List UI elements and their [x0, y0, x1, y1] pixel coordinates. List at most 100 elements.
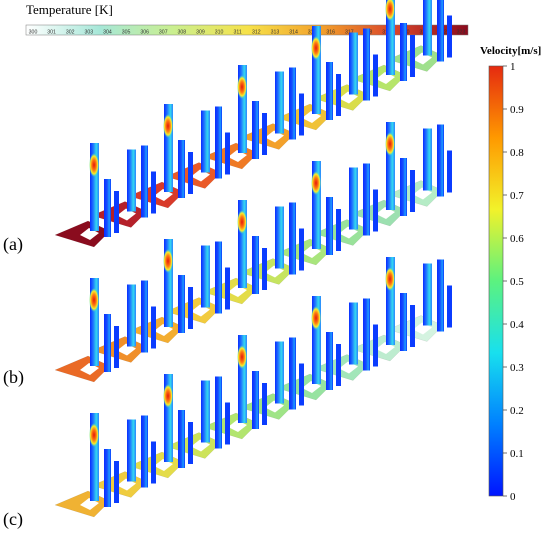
fin-hot-spot [237, 210, 247, 234]
fin-velocity-slice [252, 236, 259, 294]
fin-hot-spot [163, 114, 173, 138]
fin-velocity-slice [215, 376, 222, 449]
panel-label-a: (a) [3, 234, 23, 255]
fin-velocity-slice [201, 110, 210, 173]
fin-velocity-slice [104, 179, 111, 237]
fin-velocity-slice [225, 267, 230, 310]
fin-velocity-slice [400, 158, 407, 216]
fin-velocity-slice [201, 245, 210, 308]
fin-velocity-slice [188, 422, 193, 464]
fin-velocity-slice [90, 413, 99, 501]
fin-velocity-slice [400, 293, 407, 351]
fin-velocity-slice [386, 257, 395, 345]
fin-velocity-slice [437, 259, 444, 332]
fin-velocity-slice [262, 383, 267, 425]
velocity-tick-label: 0.3 [510, 362, 524, 374]
fin-velocity-slice [336, 74, 341, 116]
fin-hot-spot [311, 306, 321, 330]
fin-velocity-slice [373, 189, 378, 232]
fin-velocity-slice [275, 71, 284, 134]
fin-velocity-slice [164, 239, 173, 327]
velocity-tick-label: 0.5 [510, 276, 524, 288]
temperature-tick-label: 312 [252, 30, 261, 36]
fin-velocity-slice [423, 263, 432, 326]
panel-label-c: (c) [3, 509, 23, 530]
fin-velocity-slice [188, 287, 193, 329]
velocity-tick-label: 0.2 [510, 405, 524, 417]
fin-velocity-slice [262, 113, 267, 155]
temperature-tick-label: 306 [140, 30, 149, 36]
fin-velocity-slice [299, 93, 304, 136]
temperature-tick-label: 316 [326, 30, 335, 36]
fin-velocity-slice [114, 191, 119, 233]
fin-velocity-slice [299, 363, 304, 406]
velocity-legend-title: Velocity[m/s] [480, 45, 541, 57]
fin-velocity-slice [225, 132, 230, 175]
temperature-tick-label: 313 [271, 30, 280, 36]
velocity-tick-label: 0.1 [510, 448, 524, 460]
fin-velocity-slice [238, 200, 247, 288]
fin-velocity-slice [262, 248, 267, 290]
fin-velocity-slice [164, 374, 173, 462]
fin-velocity-slice [252, 371, 259, 429]
fin-velocity-slice [289, 337, 296, 410]
fin-velocity-slice [104, 314, 111, 372]
fin-velocity-slice [127, 149, 136, 212]
fin-velocity-slice [373, 324, 378, 367]
fin-velocity-slice [423, 0, 432, 56]
fin-velocity-slice [336, 209, 341, 251]
temperature-tick-label: 308 [178, 30, 187, 36]
fin-velocity-slice [400, 23, 407, 81]
fin-velocity-slice [447, 150, 452, 193]
fin-velocity-slice [225, 402, 230, 445]
fin-hot-spot [311, 36, 321, 60]
fin-velocity-slice [386, 122, 395, 210]
fin-hot-spot [385, 267, 395, 291]
fin-velocity-slice [275, 341, 284, 404]
fin-velocity-slice [447, 15, 452, 58]
velocity-tick-label: 0.4 [510, 319, 524, 331]
fin-hot-spot [311, 171, 321, 195]
fin-velocity-slice [363, 163, 370, 236]
fin-velocity-slice [238, 335, 247, 423]
fin-hot-spot [385, 132, 395, 156]
temperature-colorbar [25, 24, 469, 36]
temperature-tick-label: 323 [457, 30, 466, 36]
fin-velocity-slice [104, 449, 111, 507]
velocity-tick-label: 0 [510, 491, 516, 503]
temperature-tick-label: 300 [29, 30, 38, 36]
fin-velocity-slice [447, 285, 452, 328]
fin-velocity-slice [410, 305, 415, 347]
velocity-tick-label: 0.6 [510, 233, 524, 245]
velocity-tick-label: 0.7 [510, 190, 524, 202]
fin-velocity-slice [437, 0, 444, 62]
temperature-tick-label: 314 [289, 30, 298, 36]
fin-velocity-slice [437, 124, 444, 197]
fin-velocity-slice [178, 275, 185, 333]
fin-velocity-slice [363, 28, 370, 101]
fin-velocity-slice [141, 280, 148, 353]
fin-velocity-slice [252, 101, 259, 159]
fin-velocity-slice [178, 410, 185, 468]
fin-velocity-slice [386, 0, 395, 75]
temperature-tick-label: 309 [196, 30, 205, 36]
fin-velocity-slice [326, 332, 333, 390]
fin-velocity-slice [178, 140, 185, 198]
fin-velocity-slice [312, 26, 321, 114]
fin-velocity-slice [349, 302, 358, 365]
fin-velocity-slice [275, 206, 284, 269]
fin-velocity-slice [151, 306, 156, 349]
fin-velocity-slice [201, 380, 210, 443]
fin-velocity-slice [349, 32, 358, 95]
fin-velocity-slice [423, 128, 432, 191]
fin-velocity-slice [326, 62, 333, 120]
fin-velocity-slice [114, 461, 119, 503]
temperature-tick-label: 311 [234, 30, 242, 36]
fin-hot-spot [89, 153, 99, 177]
velocity-legend: Velocity[m/s] 1 0.9 0.8 0.7 0.6 0.5 0.4 0.3 0.2 0… [480, 45, 541, 503]
temperature-tick-label: 303 [84, 30, 93, 36]
fin-velocity-slice [410, 35, 415, 77]
velocity-colorbar [488, 65, 504, 497]
fin-velocity-slice [215, 106, 222, 179]
